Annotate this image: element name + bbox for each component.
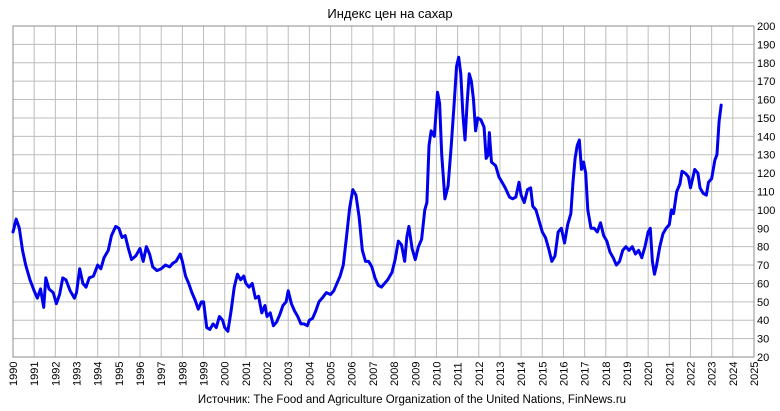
x-tick-label: 1998	[177, 362, 189, 386]
x-tick-label: 1997	[156, 362, 168, 386]
x-tick-label: 2021	[664, 362, 676, 386]
x-tick-label: 2001	[241, 362, 253, 386]
x-tick-label: 2025	[749, 362, 761, 386]
x-tick-label: 2000	[220, 362, 232, 386]
x-tick-label: 2012	[474, 362, 486, 386]
y-tick-label: 70	[757, 260, 769, 272]
y-tick-label: 180	[757, 58, 775, 70]
source-caption: Источник: The Food and Agriculture Organ…	[198, 394, 626, 406]
x-tick-label: 2018	[601, 362, 613, 386]
x-tick-label: 2015	[537, 362, 549, 386]
x-tick-label: 2014	[516, 362, 528, 386]
x-tick-label: 1990	[8, 362, 20, 386]
y-tick-label: 60	[757, 278, 769, 290]
y-tick-label: 140	[757, 131, 775, 143]
y-tick-label: 50	[757, 297, 769, 309]
x-tick-label: 2002	[262, 362, 274, 386]
x-tick-label: 1992	[50, 362, 62, 386]
y-tick-label: 170	[757, 76, 775, 88]
y-tick-label: 90	[757, 223, 769, 235]
x-tick-label: 2016	[558, 362, 570, 386]
x-axis-ticks: 1990 1991 1992 1993 1994 1995 1996 1997 1998 1999…	[8, 362, 761, 386]
plot-area	[12, 25, 755, 358]
x-tick-label: 1996	[135, 362, 147, 386]
x-tick-label: 2017	[580, 362, 592, 386]
x-tick-label: 2011	[453, 362, 465, 386]
x-tick-label: 2013	[495, 362, 507, 386]
x-tick-label: 1993	[72, 362, 84, 386]
series-line-0	[11, 55, 723, 333]
series-group	[11, 55, 723, 333]
y-tick-label: 120	[757, 168, 775, 180]
x-tick-label: 2019	[622, 362, 634, 386]
y-tick-label: 40	[757, 315, 769, 327]
x-tick-label: 2024	[728, 362, 740, 386]
y-tick-label: 80	[757, 242, 769, 254]
x-tick-label: 2010	[431, 362, 443, 386]
x-tick-label: 2023	[707, 362, 719, 386]
chart-title: Индекс цен на сахар	[327, 6, 452, 21]
y-tick-label: 100	[757, 205, 775, 217]
x-tick-label: 2020	[643, 362, 655, 386]
y-tick-label: 190	[757, 39, 775, 51]
y-tick-label: 150	[757, 113, 775, 125]
x-tick-label: 2005	[326, 362, 338, 386]
x-tick-label: 1999	[199, 362, 211, 386]
x-tick-label: 1991	[29, 362, 41, 386]
x-tick-label: 1995	[114, 362, 126, 386]
y-axis-ticks: 20 30 40 50 60 70 80 90 100 110 120 130 140 150 160 170…	[757, 21, 775, 364]
y-tick-label: 30	[757, 334, 769, 346]
x-tick-label: 2007	[368, 362, 380, 386]
x-tick-label: 2006	[347, 362, 359, 386]
y-tick-label: 110	[757, 187, 775, 199]
x-tick-label: 2004	[304, 362, 316, 386]
x-tick-label: 2009	[410, 362, 422, 386]
x-tick-label: 2022	[685, 362, 697, 386]
x-tick-label: 2003	[283, 362, 295, 386]
y-tick-label: 200	[757, 21, 775, 33]
y-tick-label: 20	[757, 352, 769, 364]
y-tick-label: 160	[757, 95, 775, 107]
y-tick-label: 130	[757, 150, 775, 162]
x-tick-label: 2008	[389, 362, 401, 386]
x-tick-label: 1994	[93, 362, 105, 386]
grid	[12, 25, 755, 358]
